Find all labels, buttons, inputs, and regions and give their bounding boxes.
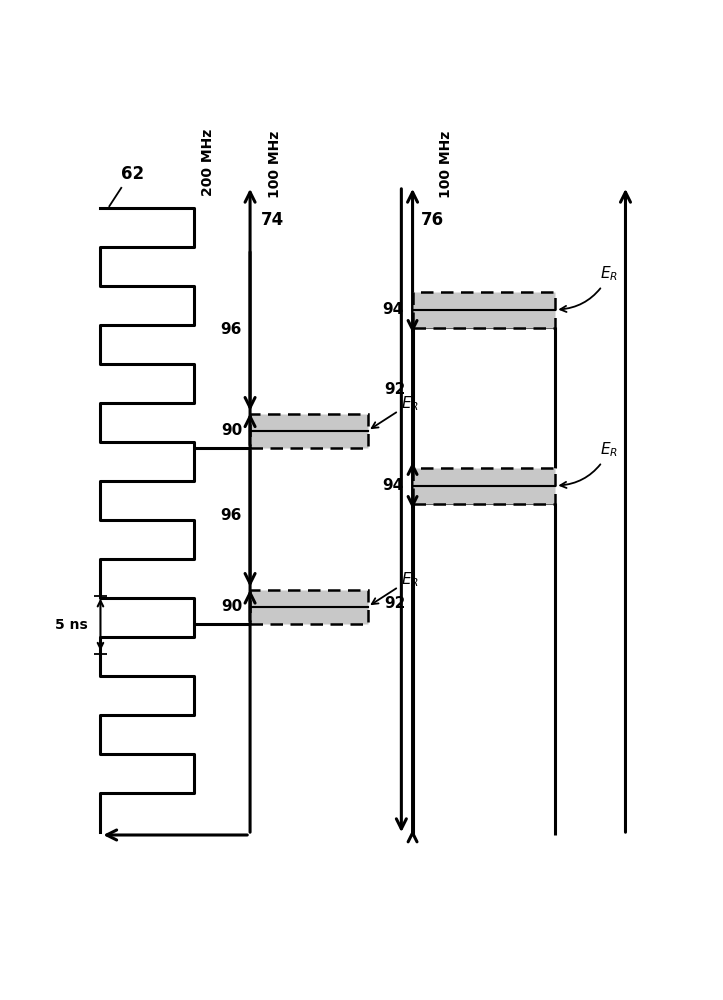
- Text: 74: 74: [261, 211, 285, 229]
- Text: 94: 94: [382, 302, 403, 317]
- Bar: [413, 292, 555, 328]
- Text: 92: 92: [384, 596, 406, 611]
- Text: $E_R$: $E_R$: [560, 265, 618, 312]
- Text: 90: 90: [221, 423, 243, 438]
- Bar: [250, 414, 368, 448]
- Text: 62: 62: [121, 165, 145, 183]
- Text: 100 MHz: 100 MHz: [268, 131, 282, 198]
- Text: 96: 96: [221, 508, 241, 524]
- Text: 96: 96: [221, 322, 241, 336]
- Bar: [413, 468, 555, 504]
- Text: 100 MHz: 100 MHz: [439, 131, 453, 198]
- Text: $E_R$: $E_R$: [372, 394, 419, 428]
- Text: $E_R$: $E_R$: [560, 441, 618, 488]
- Bar: [250, 590, 368, 624]
- Text: 92: 92: [384, 382, 406, 397]
- Text: 200 MHz: 200 MHz: [201, 128, 215, 196]
- Text: 76: 76: [421, 211, 444, 229]
- Text: 90: 90: [221, 599, 243, 614]
- Text: 5 ns: 5 ns: [55, 618, 87, 632]
- Text: $E_R$: $E_R$: [372, 570, 419, 604]
- Text: 94: 94: [382, 478, 403, 493]
